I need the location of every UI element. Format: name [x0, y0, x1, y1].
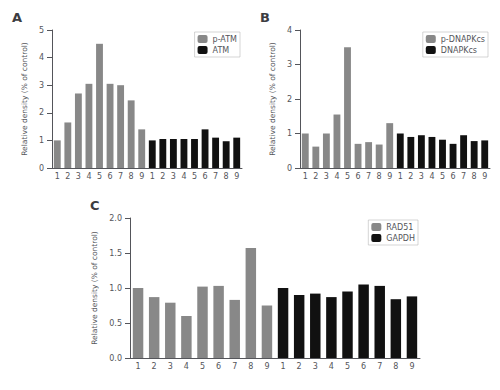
- svg-text:5: 5: [192, 172, 197, 181]
- svg-text:6: 6: [356, 172, 361, 181]
- svg-text:9: 9: [234, 172, 239, 181]
- svg-text:p-ATM: p-ATM: [213, 35, 238, 44]
- svg-text:4: 4: [86, 172, 91, 181]
- svg-text:2: 2: [152, 362, 157, 371]
- svg-text:ATM: ATM: [213, 46, 230, 55]
- svg-text:3: 3: [171, 172, 176, 181]
- svg-text:5: 5: [200, 362, 205, 371]
- svg-text:6: 6: [451, 172, 456, 181]
- svg-text:3: 3: [76, 172, 81, 181]
- svg-text:9: 9: [387, 172, 392, 181]
- svg-text:5: 5: [345, 172, 350, 181]
- svg-text:p-DNAPKcs: p-DNAPKcs: [441, 35, 485, 44]
- svg-text:9: 9: [409, 362, 414, 371]
- svg-text:4: 4: [334, 172, 339, 181]
- svg-text:8: 8: [129, 172, 134, 181]
- svg-text:6: 6: [361, 362, 366, 371]
- svg-text:4: 4: [181, 172, 186, 181]
- svg-text:B: B: [260, 10, 270, 25]
- svg-text:7: 7: [366, 172, 371, 181]
- svg-text:Relative density (% of control: Relative density (% of control): [268, 42, 277, 156]
- svg-text:8: 8: [224, 172, 229, 181]
- svg-text:RAD51: RAD51: [386, 223, 413, 232]
- svg-text:2: 2: [297, 362, 302, 371]
- svg-text:Relative density (% of control: Relative density (% of control): [90, 231, 99, 345]
- svg-text:3: 3: [419, 172, 424, 181]
- svg-text:5: 5: [97, 172, 102, 181]
- svg-text:6: 6: [108, 172, 113, 181]
- svg-text:1: 1: [398, 172, 403, 181]
- svg-text:4: 4: [287, 26, 292, 35]
- svg-text:DNAPKcs: DNAPKcs: [441, 46, 477, 55]
- svg-text:3: 3: [313, 362, 318, 371]
- svg-text:2: 2: [287, 95, 292, 104]
- svg-text:1.0: 1.0: [109, 284, 122, 293]
- svg-text:0.5: 0.5: [109, 319, 122, 328]
- svg-text:0.0: 0.0: [109, 354, 122, 363]
- svg-text:1: 1: [39, 136, 44, 145]
- svg-text:3: 3: [287, 60, 292, 69]
- svg-text:1: 1: [303, 172, 308, 181]
- svg-text:3: 3: [39, 81, 44, 90]
- svg-text:4: 4: [329, 362, 334, 371]
- svg-text:7: 7: [213, 172, 218, 181]
- svg-text:0: 0: [39, 164, 44, 173]
- svg-text:3: 3: [168, 362, 173, 371]
- svg-text:A: A: [12, 10, 22, 25]
- svg-text:1: 1: [136, 362, 141, 371]
- svg-text:4: 4: [429, 172, 434, 181]
- svg-text:8: 8: [377, 172, 382, 181]
- svg-text:5: 5: [345, 362, 350, 371]
- svg-text:6: 6: [216, 362, 221, 371]
- svg-text:2: 2: [39, 108, 44, 117]
- svg-text:2: 2: [65, 172, 70, 181]
- svg-text:8: 8: [248, 362, 253, 371]
- svg-text:1: 1: [55, 172, 60, 181]
- svg-text:8: 8: [393, 362, 398, 371]
- svg-text:2: 2: [313, 172, 318, 181]
- svg-text:1: 1: [150, 172, 155, 181]
- svg-text:7: 7: [461, 172, 466, 181]
- svg-text:3: 3: [324, 172, 329, 181]
- svg-text:0: 0: [287, 164, 292, 173]
- svg-text:1: 1: [287, 129, 292, 138]
- svg-text:C: C: [90, 198, 100, 213]
- svg-text:5: 5: [39, 26, 44, 35]
- svg-text:2.0: 2.0: [109, 214, 122, 223]
- svg-text:7: 7: [118, 172, 123, 181]
- svg-text:4: 4: [39, 53, 44, 62]
- svg-text:4: 4: [184, 362, 189, 371]
- svg-text:9: 9: [264, 362, 269, 371]
- svg-text:8: 8: [472, 172, 477, 181]
- svg-text:7: 7: [232, 362, 237, 371]
- svg-text:9: 9: [482, 172, 487, 181]
- svg-text:1.5: 1.5: [109, 249, 122, 258]
- svg-text:2: 2: [160, 172, 165, 181]
- svg-text:9: 9: [139, 172, 144, 181]
- svg-text:2: 2: [408, 172, 413, 181]
- svg-text:Relative density (% of control: Relative density (% of control): [20, 42, 29, 156]
- svg-text:1: 1: [281, 362, 286, 371]
- svg-text:GAPDH: GAPDH: [386, 234, 415, 243]
- svg-text:5: 5: [440, 172, 445, 181]
- svg-text:7: 7: [377, 362, 382, 371]
- svg-text:6: 6: [203, 172, 208, 181]
